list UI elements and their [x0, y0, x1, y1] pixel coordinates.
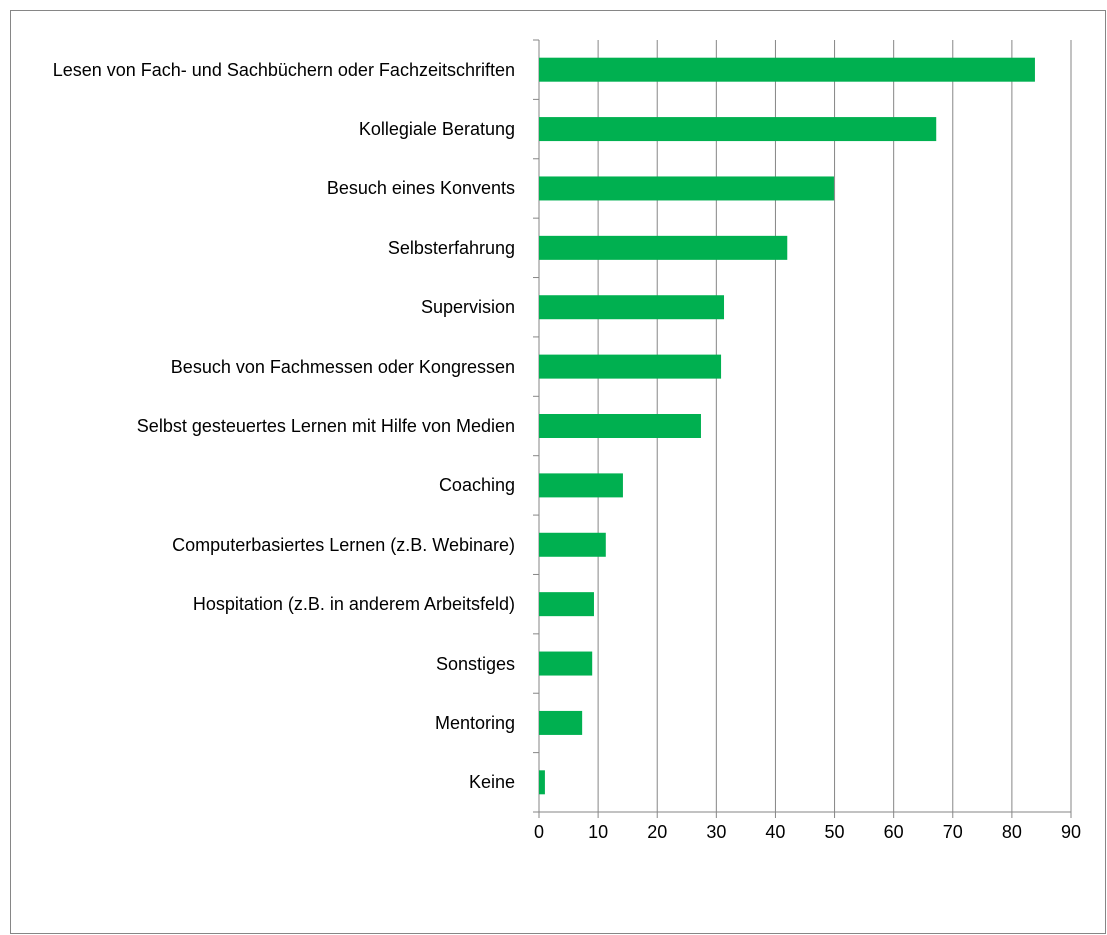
- y-tick-label: Hospitation (z.B. in anderem Arbeitsfeld…: [192, 594, 515, 615]
- x-tick-label: 30: [706, 822, 726, 842]
- bar: [539, 651, 593, 676]
- bar: [539, 235, 788, 260]
- y-tick-label: Kollegiale Beratung: [358, 119, 515, 140]
- x-tick-label: 80: [1002, 822, 1022, 842]
- bar: [539, 532, 606, 557]
- bar: [539, 295, 725, 320]
- y-tick-label: Sonstiges: [435, 653, 515, 674]
- bar: [539, 710, 583, 735]
- y-tick-label: Selbsterfahrung: [387, 237, 515, 258]
- bar: [539, 414, 701, 438]
- bar: [539, 473, 623, 498]
- bar: [539, 176, 834, 201]
- x-tick-label: 90: [1061, 822, 1081, 842]
- x-tick-label: 50: [825, 822, 845, 842]
- x-tick-label: 60: [884, 822, 904, 842]
- x-tick-label: 40: [765, 822, 785, 842]
- y-tick-label: Mentoring: [434, 712, 515, 733]
- y-tick-label: Keine: [468, 772, 515, 793]
- bar: [539, 57, 1035, 82]
- x-tick-label: 20: [647, 822, 667, 842]
- bar: [539, 117, 937, 142]
- x-tick-label: 0: [534, 822, 544, 842]
- y-tick-label: Coaching: [438, 475, 515, 496]
- chart-frame: [10, 10, 1106, 934]
- y-tick-label: Selbst gesteuertes Lernen mit Hilfe von …: [136, 416, 515, 436]
- y-tick-label: Lesen von Fach- und Sachbüchern oder Fac…: [52, 59, 515, 80]
- bar: [539, 592, 594, 617]
- y-tick-label: Besuch von Fachmessen oder Kongressen: [170, 356, 515, 377]
- x-tick-label: 10: [588, 822, 608, 842]
- y-tick-label: Besuch eines Konvents: [326, 178, 515, 199]
- bar: [539, 354, 722, 379]
- x-tick-label: 70: [943, 822, 963, 842]
- y-tick-label: Computerbasiertes Lernen (z.B. Webinare): [172, 534, 515, 555]
- y-tick-label: Supervision: [420, 297, 515, 318]
- bar: [539, 770, 545, 795]
